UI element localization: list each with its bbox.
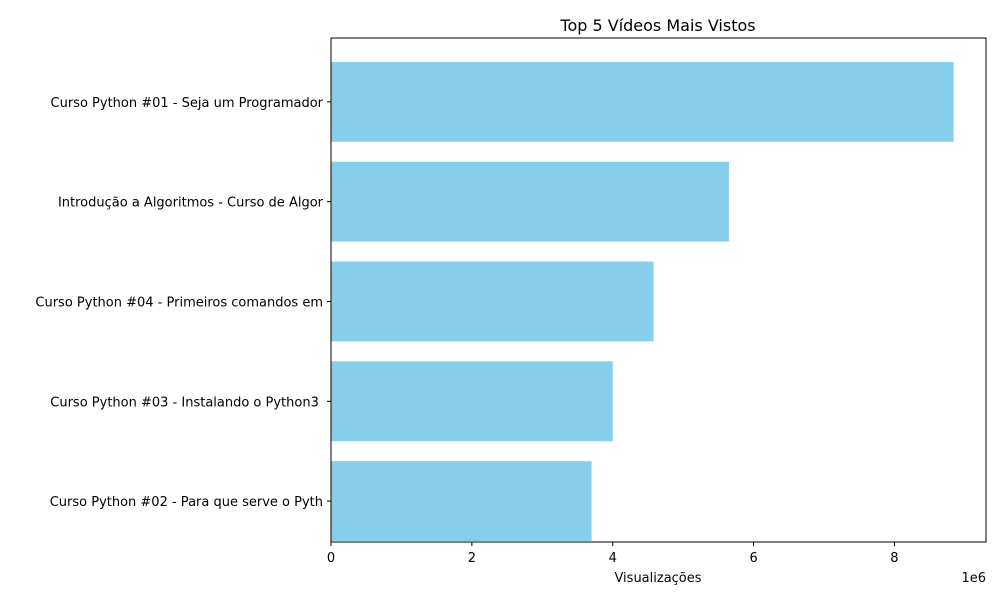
x-offset-label: 1e6 xyxy=(961,571,986,586)
bar-5 xyxy=(331,461,592,542)
y-tick-label: Curso Python #02 - Para que serve o Pyth xyxy=(50,495,323,510)
x-tick-label: 4 xyxy=(609,551,617,566)
bar-4 xyxy=(331,361,613,442)
x-axis-label: Visualizações xyxy=(614,571,701,586)
x-tick-label: 2 xyxy=(468,551,476,566)
chart-title: Top 5 Vídeos Mais Vistos xyxy=(559,16,755,35)
x-ticks: 0 2 4 6 8 xyxy=(327,542,899,566)
x-tick-label: 8 xyxy=(890,551,898,566)
y-tick-label: Introdução a Algoritmos - Curso de Algor xyxy=(58,196,324,211)
x-tick-label: 6 xyxy=(749,551,757,566)
bar-3 xyxy=(331,261,654,342)
x-tick-label: 0 xyxy=(327,551,335,566)
bar-2 xyxy=(331,161,729,242)
bar-1 xyxy=(331,61,954,142)
y-tick-label: Curso Python #04 - Primeiros comandos em xyxy=(35,295,323,310)
y-tick-label: Curso Python #01 - Seja um Programador xyxy=(51,96,324,111)
y-tick-labels: Curso Python #01 - Seja um Programador In… xyxy=(35,96,331,510)
bars-group xyxy=(331,61,954,542)
plot-frame xyxy=(330,37,987,543)
y-tick-label: Curso Python #03 - Instalando o Python3 xyxy=(50,395,323,410)
